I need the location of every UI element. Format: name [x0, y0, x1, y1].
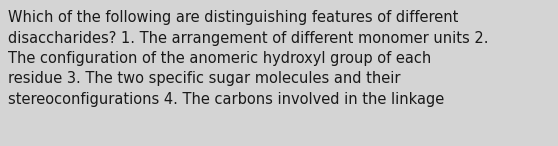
Text: Which of the following are distinguishing features of different
disaccharides? 1: Which of the following are distinguishin… [8, 10, 488, 107]
